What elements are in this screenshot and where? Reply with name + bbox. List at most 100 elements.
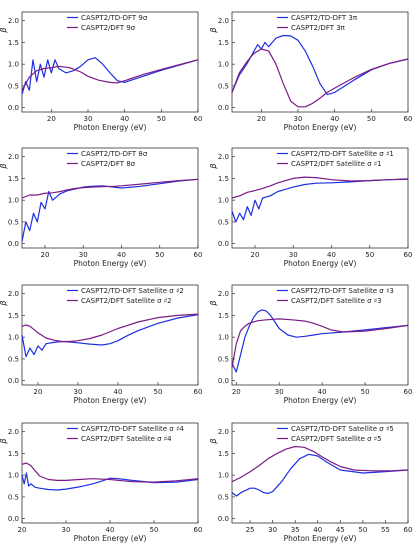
- plot-frame: [231, 284, 409, 386]
- legend-entry-2: CASPT2/DFT Satellite σ ♯4: [81, 435, 172, 443]
- y-axis-label: β: [0, 300, 8, 306]
- x-axis-label: Photon Energy (eV): [284, 123, 357, 132]
- chart-panel-6: 0.0 0.5 1.0 1.5 2.0 20 30 40 50 60 Photon Energy (…: [209, 284, 412, 405]
- x-tick-label: 60: [194, 115, 203, 123]
- series-line-1: [21, 314, 199, 358]
- chart-panel-4: 0.0 0.5 1.0 1.5 2.0 20 30 40 50 60 Photon Energy (…: [209, 147, 413, 268]
- x-tick-label: 40: [313, 526, 322, 534]
- x-tick-label: 20: [34, 388, 43, 396]
- y-tick-label: 1.0: [8, 334, 19, 342]
- series-line-1: [21, 178, 199, 242]
- y-tick-label: 0.5: [8, 218, 19, 226]
- y-tick-label: 0.0: [8, 104, 19, 112]
- series-line-1: [231, 309, 409, 373]
- y-tick-label: 0.5: [218, 82, 229, 90]
- y-axis-label: β: [209, 438, 218, 444]
- x-tick-label: 30: [294, 115, 303, 123]
- y-tick-label: 1.5: [8, 175, 19, 183]
- x-tick-label: 50: [365, 251, 374, 259]
- y-tick-label: 1.5: [218, 175, 229, 183]
- x-tick-label: 30: [275, 388, 284, 396]
- y-tick-label: 0.0: [8, 515, 19, 523]
- x-axis-label: Photon Energy (eV): [74, 534, 147, 543]
- y-tick-label: 1.5: [8, 312, 19, 320]
- x-tick-label: 40: [327, 251, 336, 259]
- x-tick-label: 50: [155, 251, 164, 259]
- series-line-2: [21, 313, 199, 343]
- x-tick-label: 60: [194, 251, 203, 259]
- y-tick-label: 1.0: [8, 472, 19, 480]
- y-tick-label: 2.0: [218, 153, 229, 161]
- x-axis-label: Photon Energy (eV): [74, 396, 147, 405]
- y-tick-label: 1.5: [8, 450, 19, 458]
- y-tick-label: 1.0: [218, 197, 229, 205]
- x-tick-label: 60: [404, 526, 413, 534]
- legend-entry-1: CASPT2/TD-DFT Satellite σ ♯1: [291, 150, 394, 158]
- series-line-1: [231, 34, 409, 96]
- legend-entry-2: CASPT2/DFT 9σ: [81, 24, 136, 32]
- x-tick-label: 30: [62, 526, 71, 534]
- legend-entry-1: CASPT2/TD-DFT Satellite σ ♯3: [291, 287, 394, 295]
- x-tick-label: 25: [246, 526, 255, 534]
- x-tick-label: 60: [194, 388, 203, 396]
- y-axis-label: β: [209, 163, 218, 169]
- y-tick-label: 0.0: [218, 104, 229, 112]
- x-tick-label: 40: [114, 388, 123, 396]
- series-line-2: [21, 178, 199, 199]
- y-tick-label: 2.0: [8, 17, 19, 25]
- legend-entry-2: CASPT2/DFT Satellite σ ♯5: [291, 435, 382, 443]
- x-tick-label: 20: [257, 115, 266, 123]
- y-tick-label: 0.0: [218, 377, 229, 385]
- x-tick-label: 60: [194, 526, 203, 534]
- y-tick-label: 1.5: [218, 39, 229, 47]
- legend-entry-1: CASPT2/TD-DFT 9σ: [81, 14, 148, 22]
- x-tick-label: 30: [84, 115, 93, 123]
- x-tick-label: 50: [157, 115, 166, 123]
- legend-entry-2: CASPT2/DFT 3π: [291, 24, 346, 32]
- legend-entry-2: CASPT2/DFT Satellite σ ♯1: [291, 160, 382, 168]
- y-tick-label: 0.5: [8, 82, 19, 90]
- y-tick-label: 0.5: [218, 493, 229, 501]
- x-axis-label: Photon Energy (eV): [284, 259, 357, 268]
- x-tick-label: 20: [250, 251, 259, 259]
- chart-panel-7: 0.0 0.5 1.0 1.5 2.0 20 30 40 50 60 Photon Energy (…: [0, 422, 203, 543]
- legend-entry-1: CASPT2/TD-DFT 8σ: [81, 150, 148, 158]
- series-line-1: [231, 453, 409, 497]
- series-line-2: [21, 59, 199, 91]
- x-tick-label: 60: [404, 115, 413, 123]
- x-tick-label: 50: [154, 388, 163, 396]
- y-axis-label: β: [0, 27, 8, 33]
- legend-entry-1: CASPT2/TD-DFT Satellite σ ♯2: [81, 287, 184, 295]
- y-tick-label: 2.0: [8, 428, 19, 436]
- y-tick-label: 1.5: [8, 39, 19, 47]
- x-tick-label: 40: [120, 115, 129, 123]
- y-tick-label: 0.5: [8, 355, 19, 363]
- y-tick-label: 1.0: [8, 197, 19, 205]
- x-tick-label: 60: [404, 251, 413, 259]
- x-tick-label: 20: [232, 388, 241, 396]
- y-tick-label: 0.5: [8, 493, 19, 501]
- x-tick-label: 35: [291, 526, 300, 534]
- y-tick-label: 0.0: [218, 515, 229, 523]
- y-tick-label: 1.5: [218, 450, 229, 458]
- series-line-2: [231, 176, 409, 199]
- y-tick-label: 2.0: [218, 428, 229, 436]
- x-axis-label: Photon Energy (eV): [74, 259, 147, 268]
- legend-entry-1: CASPT2/TD-DFT Satellite σ ♯5: [291, 425, 394, 433]
- x-tick-label: 20: [40, 251, 49, 259]
- y-tick-label: 1.0: [8, 61, 19, 69]
- y-tick-label: 1.0: [218, 61, 229, 69]
- x-tick-label: 30: [268, 526, 277, 534]
- chart-panel-3: 0.0 0.5 1.0 1.5 2.0 20 30 40 50 60 Photon Energy (…: [0, 147, 203, 268]
- y-tick-label: 2.0: [218, 290, 229, 298]
- x-tick-label: 55: [381, 526, 390, 534]
- x-tick-label: 40: [106, 526, 115, 534]
- x-axis-label: Photon Energy (eV): [74, 123, 147, 132]
- y-tick-label: 0.5: [218, 218, 229, 226]
- y-tick-label: 0.0: [8, 240, 19, 248]
- x-tick-label: 40: [330, 115, 339, 123]
- y-tick-label: 1.0: [218, 334, 229, 342]
- x-tick-label: 50: [361, 388, 370, 396]
- legend-entry-2: CASPT2/DFT Satellite σ ♯2: [81, 297, 172, 305]
